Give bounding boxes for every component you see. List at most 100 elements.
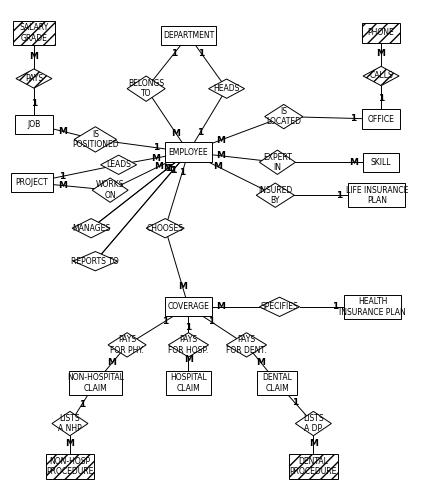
- Text: PAYS
FOR HOSP.: PAYS FOR HOSP.: [168, 335, 209, 354]
- Bar: [161, 26, 216, 45]
- Bar: [363, 153, 399, 172]
- Polygon shape: [101, 155, 137, 174]
- Text: COVERAGE: COVERAGE: [168, 302, 210, 311]
- Polygon shape: [209, 79, 245, 98]
- Text: M: M: [152, 154, 160, 163]
- Text: M: M: [309, 439, 318, 448]
- Text: M: M: [213, 162, 222, 171]
- Text: NON-HOSP
PROCEDURE: NON-HOSP PROCEDURE: [46, 457, 94, 476]
- Text: JOB: JOB: [27, 120, 41, 129]
- Text: 1: 1: [59, 172, 65, 181]
- Text: HEALTH
INSURANCE PLAN: HEALTH INSURANCE PLAN: [339, 297, 406, 317]
- Bar: [344, 295, 401, 319]
- Bar: [257, 371, 298, 395]
- Polygon shape: [259, 297, 300, 317]
- Text: 1: 1: [165, 164, 171, 173]
- Bar: [166, 371, 211, 395]
- Text: SALARY
GRADE: SALARY GRADE: [19, 23, 48, 43]
- Text: PAYS
FOR DENT.: PAYS FOR DENT.: [226, 335, 267, 354]
- Text: 1: 1: [179, 168, 185, 177]
- Text: M: M: [178, 282, 187, 291]
- Text: LEADS: LEADS: [106, 161, 131, 169]
- Text: 1: 1: [79, 400, 85, 409]
- Text: 1: 1: [208, 318, 214, 327]
- Text: M: M: [65, 439, 74, 448]
- Text: HEADS: HEADS: [213, 84, 240, 93]
- Polygon shape: [168, 332, 209, 357]
- Polygon shape: [72, 219, 110, 238]
- Text: SKILL: SKILL: [371, 158, 391, 167]
- Bar: [69, 371, 122, 395]
- Text: 1: 1: [171, 49, 178, 58]
- Polygon shape: [108, 332, 146, 357]
- Text: PHONE: PHONE: [368, 28, 394, 37]
- Polygon shape: [226, 332, 267, 357]
- Text: 1: 1: [162, 317, 168, 326]
- Text: DEPARTMENT: DEPARTMENT: [163, 31, 214, 40]
- Text: M: M: [108, 358, 117, 367]
- Text: 1: 1: [198, 49, 205, 58]
- Text: INSURED
BY: INSURED BY: [258, 185, 292, 205]
- Bar: [362, 109, 400, 129]
- Text: M: M: [216, 302, 226, 311]
- Text: PROJECT: PROJECT: [16, 178, 48, 187]
- Text: HOSPITAL
CLAIM: HOSPITAL CLAIM: [170, 373, 207, 393]
- Polygon shape: [74, 127, 117, 152]
- Text: 1: 1: [332, 302, 338, 311]
- Text: WORKS
ON: WORKS ON: [96, 180, 124, 200]
- Bar: [348, 183, 406, 207]
- Bar: [46, 454, 94, 479]
- Text: CALLS: CALLS: [369, 72, 393, 81]
- Text: 1: 1: [292, 398, 298, 407]
- Polygon shape: [127, 76, 165, 101]
- Text: M: M: [257, 358, 266, 367]
- Bar: [165, 297, 212, 317]
- Text: 1: 1: [197, 128, 203, 137]
- Text: LISTS
A DP: LISTS A DP: [303, 414, 324, 433]
- Text: M: M: [58, 181, 67, 190]
- Text: 1: 1: [185, 323, 192, 332]
- Text: DENTAL
CLAIM: DENTAL CLAIM: [263, 373, 292, 393]
- Text: DENTAL
PROCEDURE: DENTAL PROCEDURE: [290, 457, 337, 476]
- Text: M: M: [377, 49, 386, 58]
- Text: M: M: [57, 127, 67, 136]
- Text: M: M: [216, 151, 226, 161]
- Text: M: M: [163, 164, 172, 173]
- Bar: [289, 454, 338, 479]
- Text: MANAGES: MANAGES: [72, 224, 110, 233]
- Text: LIFE INSURANCE
PLAN: LIFE INSURANCE PLAN: [346, 185, 408, 205]
- Bar: [15, 115, 53, 134]
- Text: M: M: [216, 136, 225, 145]
- Text: 1: 1: [378, 94, 384, 103]
- Polygon shape: [265, 104, 303, 129]
- Bar: [13, 21, 55, 45]
- Polygon shape: [256, 183, 294, 207]
- Text: BELONGS
TO: BELONGS TO: [128, 79, 164, 98]
- Text: EMPLOYEE: EMPLOYEE: [168, 148, 208, 157]
- Polygon shape: [73, 251, 118, 271]
- Text: EXPERT
IN: EXPERT IN: [263, 153, 292, 172]
- Polygon shape: [146, 219, 184, 238]
- Polygon shape: [363, 67, 399, 85]
- Polygon shape: [52, 412, 88, 436]
- Text: M: M: [184, 355, 193, 364]
- Text: IS
LOCATED: IS LOCATED: [266, 107, 301, 126]
- Text: CHOOSES: CHOOSES: [147, 224, 184, 233]
- Text: 1: 1: [336, 191, 342, 200]
- Text: LISTS
A NHP: LISTS A NHP: [58, 414, 82, 433]
- Text: M: M: [172, 129, 181, 138]
- Polygon shape: [259, 150, 295, 174]
- Bar: [11, 173, 53, 192]
- Polygon shape: [16, 69, 52, 88]
- Bar: [362, 23, 400, 43]
- Text: M: M: [155, 162, 163, 171]
- Text: PAYS: PAYS: [25, 74, 43, 83]
- Bar: [165, 142, 212, 162]
- Text: NON-HOSPITAL
CLAIM: NON-HOSPITAL CLAIM: [67, 373, 124, 393]
- Text: OFFICE: OFFICE: [368, 115, 394, 124]
- Text: REPORTS TO: REPORTS TO: [71, 256, 119, 266]
- Text: 1: 1: [31, 99, 37, 108]
- Text: 1: 1: [170, 166, 176, 174]
- Text: M: M: [29, 52, 38, 61]
- Text: PAYS
FOR PHY.: PAYS FOR PHY.: [110, 335, 144, 354]
